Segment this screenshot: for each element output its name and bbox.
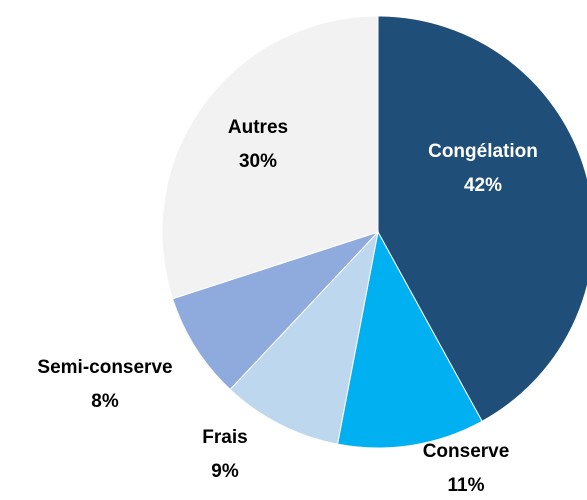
slice-label: Frais <box>202 427 247 448</box>
pie-slice <box>161 15 379 300</box>
pie-slice <box>377 15 587 422</box>
slice-value: 11% <box>448 475 485 496</box>
slice-value: 9% <box>211 461 239 482</box>
pie-slice <box>336 230 483 449</box>
slice-value: 8% <box>91 391 119 412</box>
slice-value: 42% <box>464 175 502 196</box>
slice-label: Autres <box>228 117 288 138</box>
slice-value: 30% <box>239 151 277 172</box>
slice-label: Semi-conserve <box>37 357 172 378</box>
pie-slice <box>171 231 379 391</box>
pie-slice <box>229 230 379 445</box>
slice-label: Conserve <box>423 441 510 462</box>
slice-label: Congélation <box>428 141 538 162</box>
